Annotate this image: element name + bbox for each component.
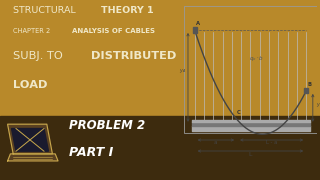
Text: $y_B$: $y_B$ <box>316 101 320 109</box>
Text: THEORY 1: THEORY 1 <box>101 6 153 15</box>
Text: STRUCTURAL: STRUCTURAL <box>13 6 78 15</box>
Text: DISTRIBUTED: DISTRIBUTED <box>91 51 177 61</box>
Bar <box>304 88 308 93</box>
Text: $q_o \cdot b$: $q_o \cdot b$ <box>250 55 265 64</box>
Bar <box>0 116 320 180</box>
Bar <box>184 6 317 133</box>
Text: LOAD: LOAD <box>13 80 47 90</box>
Text: PROBLEM 2: PROBLEM 2 <box>69 119 145 132</box>
Polygon shape <box>8 154 58 161</box>
Text: C: C <box>236 110 240 115</box>
Text: $y_A$: $y_A$ <box>179 68 186 75</box>
Text: PART I: PART I <box>69 146 113 159</box>
Text: A: A <box>196 21 200 26</box>
Text: ANALYSIS OF CABLES: ANALYSIS OF CABLES <box>72 28 155 34</box>
Polygon shape <box>8 124 52 154</box>
Text: L - a: L - a <box>266 140 277 145</box>
Bar <box>193 28 196 33</box>
Polygon shape <box>12 129 49 151</box>
Text: CHAPTER 2: CHAPTER 2 <box>13 28 54 34</box>
Text: SUBJ. TO: SUBJ. TO <box>13 51 66 61</box>
Text: B: B <box>308 82 311 87</box>
Text: a: a <box>214 140 218 145</box>
Text: L: L <box>249 152 252 157</box>
